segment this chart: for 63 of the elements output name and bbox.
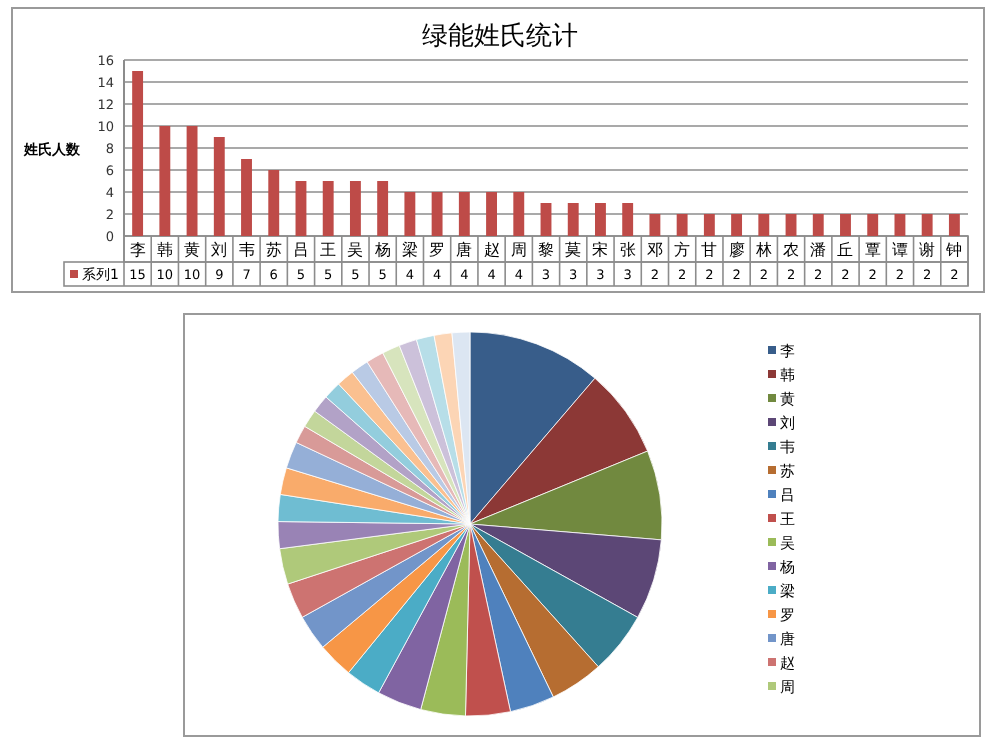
- x-tick-label: 周: [510, 241, 527, 259]
- x-tick-label: 黄: [184, 241, 201, 259]
- bar: [703, 214, 715, 236]
- x-tick-label: 林: [753, 241, 772, 259]
- x-tick-label: 宋: [592, 241, 609, 259]
- bar: [676, 214, 688, 236]
- x-tick-label: 甘: [701, 241, 718, 259]
- bar: [186, 126, 198, 236]
- bar: [268, 170, 280, 236]
- x-tick-label: 张: [619, 241, 636, 259]
- x-tick-label: 丘: [837, 241, 854, 259]
- bar: [595, 203, 606, 236]
- bar: [377, 181, 389, 236]
- x-tick-label: 钟: [944, 241, 963, 259]
- bar: [540, 203, 552, 236]
- bar: [840, 214, 851, 236]
- x-tick-label: 王: [320, 241, 337, 259]
- x-tick-label: 赵: [483, 241, 500, 259]
- bar: [295, 181, 307, 236]
- bar: [513, 192, 525, 236]
- x-tick-label: 吴: [347, 241, 364, 259]
- bar: [458, 192, 470, 236]
- bar: [649, 214, 661, 236]
- x-tick-label: 黎: [538, 241, 554, 259]
- bar: [132, 71, 144, 236]
- x-tick-label: 方: [674, 241, 691, 259]
- bar: [812, 214, 824, 236]
- bar: [322, 181, 334, 236]
- bar: [785, 214, 797, 236]
- x-tick-label: 杨: [372, 241, 391, 259]
- x-tick-label: 苏: [265, 241, 282, 259]
- x-tick-label: 邓: [646, 241, 663, 259]
- x-tick-label: 莫: [565, 241, 582, 259]
- bar: [349, 181, 361, 236]
- x-tick-label: 韩: [156, 241, 173, 259]
- bar: [159, 126, 171, 236]
- bar: [948, 214, 960, 236]
- x-tick-label: 韦: [238, 241, 255, 259]
- bar: [404, 192, 416, 236]
- bar: [567, 203, 579, 236]
- bar: [213, 137, 225, 236]
- x-tick-label: 梁: [401, 241, 418, 259]
- x-tick-label: 罗: [429, 241, 446, 259]
- x-tick-label: 潘: [810, 241, 827, 259]
- bar: [867, 214, 879, 236]
- x-tick-label: 廖: [728, 241, 745, 259]
- x-tick-label: 刘: [211, 241, 228, 259]
- x-tick-label: 谭: [891, 241, 908, 259]
- chart-title: 绿能姓氏统计: [422, 22, 578, 52]
- x-tick-label: 唐: [456, 241, 473, 259]
- bar: [731, 214, 743, 236]
- bar: [622, 203, 634, 236]
- bar: [431, 192, 443, 236]
- x-tick-label: 谢: [919, 241, 936, 259]
- bar: [486, 192, 497, 236]
- x-tick-label: 李: [129, 241, 146, 259]
- x-tick-label: 吕: [292, 241, 309, 259]
- x-tick-label: 农: [783, 241, 800, 259]
- x-tick-label: 覃: [864, 241, 881, 259]
- bar: [758, 214, 770, 236]
- bar: [921, 214, 933, 236]
- bar: [241, 159, 252, 236]
- bar: [894, 214, 906, 236]
